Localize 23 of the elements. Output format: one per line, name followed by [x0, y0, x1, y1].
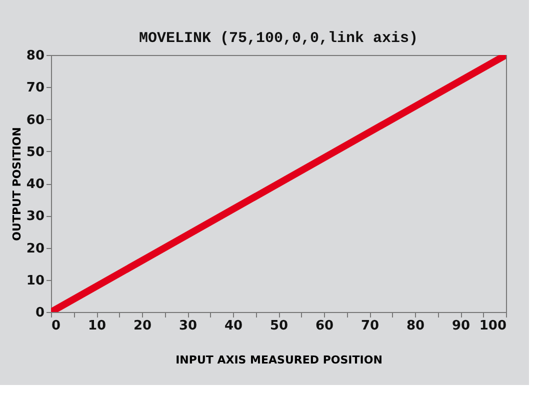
- x-tick-label: 100: [479, 318, 506, 334]
- y-tick-label: 50: [26, 144, 44, 160]
- y-tick-label: 80: [26, 48, 44, 64]
- x-tick-label: 10: [88, 318, 106, 334]
- x-axis-title: INPUT AXIS MEASURED POSITION: [176, 354, 382, 366]
- y-tick-label: 70: [26, 80, 44, 96]
- x-tick-label: 40: [224, 318, 243, 334]
- y-tick-label: 20: [26, 241, 44, 256]
- y-tick-label: 40: [26, 177, 44, 192]
- x-tick-label: 70: [360, 318, 380, 334]
- x-tick-label: 50: [270, 318, 288, 334]
- y-axis-title: OUTPUT POSITION: [10, 127, 24, 241]
- y-tick-label: 30: [26, 209, 44, 224]
- x-tick-label: 30: [178, 318, 198, 334]
- x-tick-label: 60: [315, 318, 334, 334]
- y-tick-label: 0: [35, 306, 44, 320]
- y-tick-label: 10: [26, 273, 44, 288]
- x-tick-label: 80: [406, 318, 425, 334]
- x-tick-label: 90: [452, 318, 470, 334]
- y-tick-label: 60: [26, 112, 44, 128]
- x-tick-label: 0: [52, 318, 61, 334]
- chart-title: MOVELINK (75,100,0,0,link axis): [138, 30, 418, 47]
- x-tick-label: 20: [133, 318, 152, 334]
